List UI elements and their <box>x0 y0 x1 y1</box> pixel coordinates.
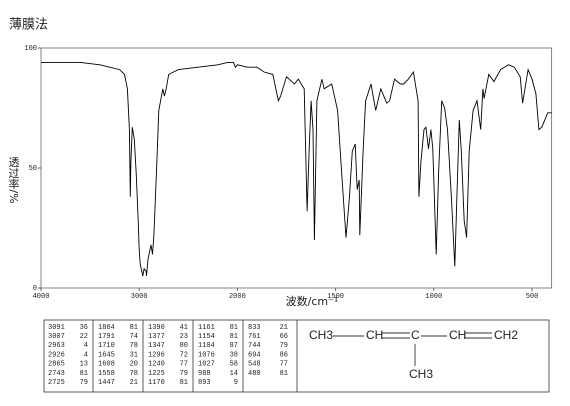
x-axis-label: 波数/cm⁻¹ <box>286 295 339 308</box>
peak-wavenumber: 3091 <box>48 324 65 332</box>
peak-wavenumber: 1645 <box>98 351 115 359</box>
peak-wavenumber: 833 <box>248 324 261 332</box>
peak-wavenumber: 2725 <box>48 379 65 387</box>
peak-transmittance: 20 <box>130 361 138 369</box>
peak-transmittance: 74 <box>130 333 138 341</box>
chart-title: 薄膜法 <box>9 18 48 33</box>
peak-wavenumber: 480 <box>248 370 261 378</box>
peak-wavenumber: 1558 <box>98 370 115 378</box>
x-tick-label: 4000 <box>33 293 50 301</box>
peak-wavenumber: 988 <box>198 370 211 378</box>
peak-transmittance: 41 <box>180 324 188 332</box>
peak-wavenumber: 1377 <box>148 333 165 341</box>
peak-wavenumber: 1225 <box>148 370 165 378</box>
peak-transmittance: 9 <box>234 379 238 387</box>
y-axis-label: 透过率/% <box>7 156 20 203</box>
peak-transmittance: 81 <box>80 370 88 378</box>
y-tick-label: 0 <box>33 285 37 293</box>
peak-wavenumber: 761 <box>248 333 261 341</box>
peak-wavenumber: 1170 <box>148 379 165 387</box>
peak-wavenumber: 694 <box>248 351 261 359</box>
peak-transmittance: 78 <box>130 342 138 350</box>
peak-wavenumber: 2743 <box>48 370 65 378</box>
peak-transmittance: 81 <box>180 379 188 387</box>
peak-wavenumber: 1296 <box>148 351 165 359</box>
peak-transmittance: 80 <box>180 342 188 350</box>
peak-transmittance: 72 <box>180 351 188 359</box>
table-dividers <box>92 320 298 392</box>
peak-transmittance: 81 <box>230 324 238 332</box>
peak-transmittance: 86 <box>280 351 288 359</box>
structure-group: CH3 <box>409 367 433 381</box>
peak-wavenumber: 1710 <box>98 342 115 350</box>
peak-transmittance: 81 <box>230 333 238 341</box>
peak-wavenumber: 1608 <box>98 361 115 369</box>
y-tick-label: 100 <box>24 45 37 53</box>
x-tick-label: 500 <box>526 293 539 301</box>
x-tick-label: 3000 <box>131 293 148 301</box>
spectrum-line <box>41 61 552 277</box>
peak-wavenumber: 744 <box>248 342 261 350</box>
peak-wavenumber: 1240 <box>148 361 165 369</box>
peak-transmittance: 38 <box>230 351 238 359</box>
plot-frame <box>40 47 553 289</box>
peak-transmittance: 58 <box>230 361 238 369</box>
peak-transmittance: 79 <box>80 379 88 387</box>
peak-transmittance: 79 <box>280 342 288 350</box>
peak-transmittance: 87 <box>230 342 238 350</box>
structure-group: C <box>411 328 420 342</box>
peak-wavenumber: 1076 <box>198 351 215 359</box>
peak-transmittance: 22 <box>80 333 88 341</box>
peak-wavenumber: 1161 <box>198 324 215 332</box>
peak-wavenumber: 1390 <box>148 324 165 332</box>
peak-wavenumber: 3007 <box>48 333 65 341</box>
peak-transmittance: 31 <box>130 351 138 359</box>
structure-group: CH2 <box>494 328 518 342</box>
peak-transmittance: 4 <box>84 351 88 359</box>
peak-transmittance: 21 <box>280 324 288 332</box>
peak-transmittance: 81 <box>280 370 288 378</box>
peak-transmittance: 36 <box>80 324 88 332</box>
peak-wavenumber: 893 <box>198 379 211 387</box>
peak-transmittance: 14 <box>230 370 238 378</box>
peak-wavenumber: 1347 <box>148 342 165 350</box>
peak-transmittance: 77 <box>180 361 188 369</box>
x-tick-label: 1500 <box>327 293 344 301</box>
x-tick-label: 2000 <box>229 293 246 301</box>
peak-transmittance: 78 <box>130 370 138 378</box>
peak-wavenumber: 1104 <box>198 342 215 350</box>
peak-transmittance: 66 <box>280 333 288 341</box>
peak-wavenumber: 1791 <box>98 333 115 341</box>
peak-wavenumber: 1447 <box>98 379 115 387</box>
structure-group: CH <box>449 328 466 342</box>
structure-group: CH <box>366 328 383 342</box>
y-tick-label: 50 <box>29 165 37 173</box>
peak-wavenumber: 1864 <box>98 324 115 332</box>
peak-wavenumber: 1027 <box>198 361 215 369</box>
peak-wavenumber: 2926 <box>48 351 65 359</box>
table-frame <box>43 319 550 393</box>
peak-transmittance: 4 <box>84 342 88 350</box>
peak-transmittance: 81 <box>130 324 138 332</box>
x-tick-label: 1000 <box>425 293 442 301</box>
peak-transmittance: 79 <box>180 370 188 378</box>
peak-transmittance: 21 <box>130 379 138 387</box>
peak-transmittance: 13 <box>80 361 88 369</box>
structure-group: CH3 <box>309 328 333 342</box>
peak-transmittance: 23 <box>180 333 188 341</box>
peak-wavenumber: 2963 <box>48 342 65 350</box>
peak-wavenumber: 2865 <box>48 361 65 369</box>
peak-wavenumber: 548 <box>248 361 261 369</box>
structure-bonds <box>333 332 492 366</box>
peak-transmittance: 77 <box>280 361 288 369</box>
peak-wavenumber: 1154 <box>198 333 215 341</box>
